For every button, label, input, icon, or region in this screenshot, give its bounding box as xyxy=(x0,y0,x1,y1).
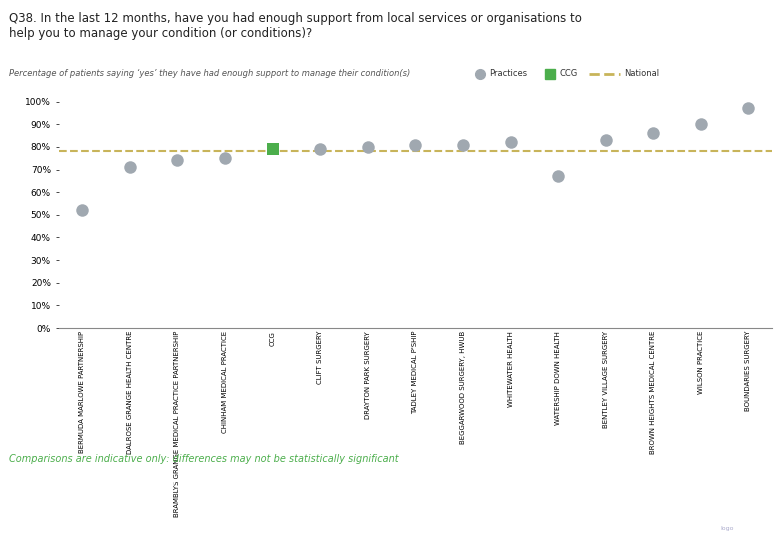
Text: Q38. In the last 12 months, have you had enough support from local services or o: Q38. In the last 12 months, have you had… xyxy=(9,12,582,40)
Text: Comparisons are indicative only: differences may not be statistically significan: Comparisons are indicative only: differe… xyxy=(9,454,399,464)
Text: CCG: CCG xyxy=(559,70,577,78)
Text: Ipsos MORI: Ipsos MORI xyxy=(9,505,66,514)
Text: Ipsos MORI: Ipsos MORI xyxy=(703,509,752,518)
Text: 37: 37 xyxy=(381,512,399,526)
Text: © Ipsos MORI    19-07-8024-01 | Version 1 | Public: © Ipsos MORI 19-07-8024-01 | Version 1 |… xyxy=(9,529,166,536)
Text: %Yes = %Yes, definitely + %Yes, to some extent: %Yes = %Yes, definitely + %Yes, to some … xyxy=(593,480,767,485)
Text: National: National xyxy=(624,70,659,78)
Text: Practices: Practices xyxy=(489,70,527,78)
Text: Percentage of patients saying ‘yes’ they have had enough support to manage their: Percentage of patients saying ‘yes’ they… xyxy=(9,70,410,78)
Text: Social Research Institute: Social Research Institute xyxy=(9,517,105,525)
Text: Base: All with a long-term condition excluding ‘I haven’t needed support’ and ‘D: Base: All with a long-term condition exc… xyxy=(9,480,644,486)
Text: logo: logo xyxy=(721,526,734,531)
